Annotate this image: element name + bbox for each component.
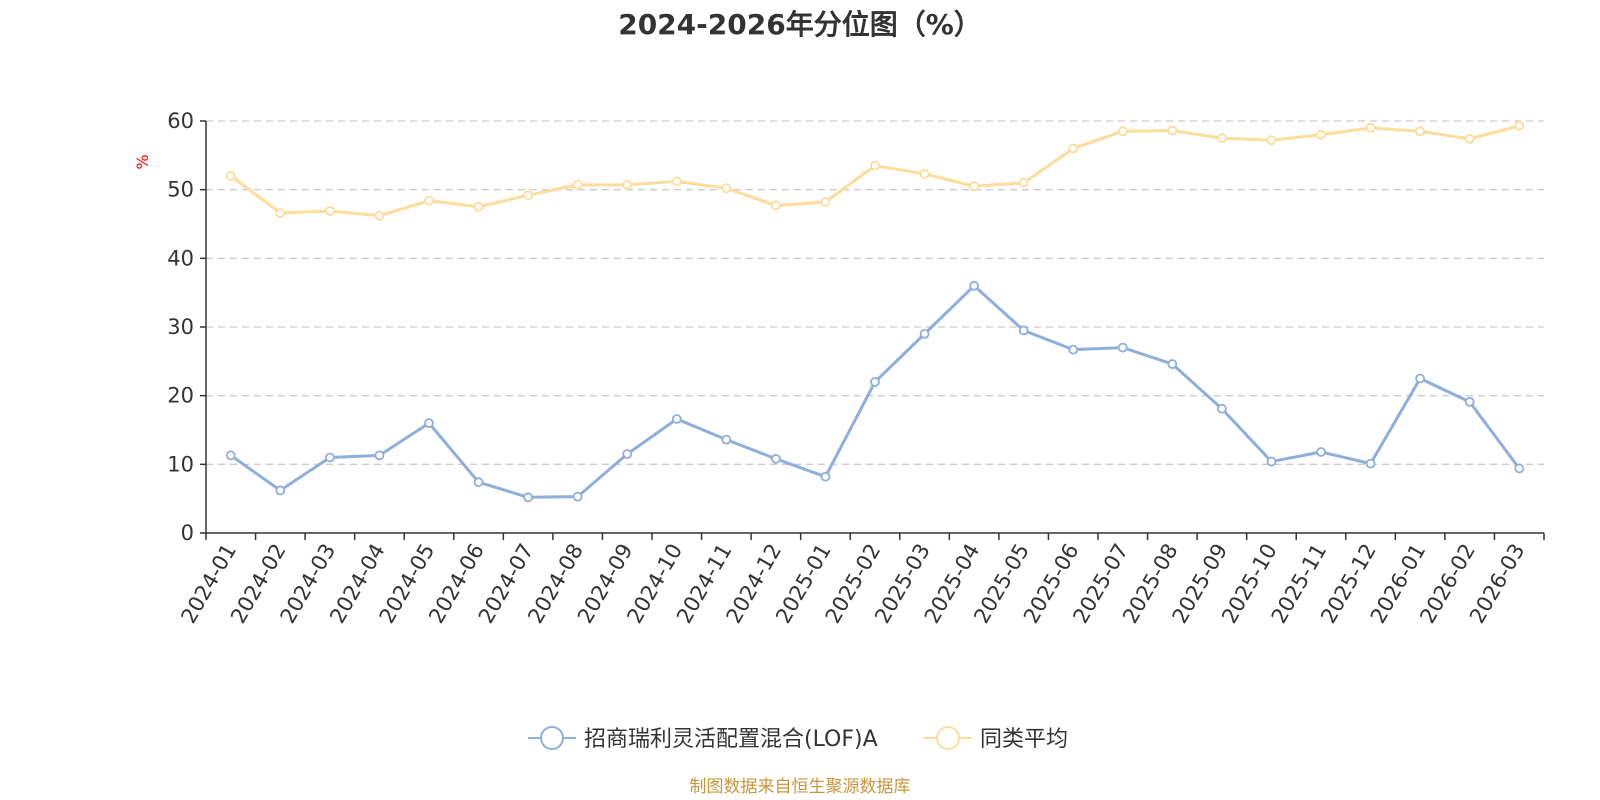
data-point[interactable]: [721, 434, 732, 445]
data-point[interactable]: [1266, 135, 1277, 146]
data-point[interactable]: [1117, 342, 1128, 353]
legend-item[interactable]: 同类平均: [924, 726, 1068, 752]
data-point[interactable]: [671, 414, 682, 424]
data-point[interactable]: [870, 160, 880, 171]
data-point[interactable]: [225, 171, 236, 181]
data-point[interactable]: [473, 477, 484, 488]
data-point[interactable]: [523, 190, 534, 201]
data-point[interactable]: [969, 280, 980, 291]
y-tick-label: 30: [167, 315, 194, 339]
data-point[interactable]: [1068, 344, 1079, 355]
data-point[interactable]: [671, 176, 682, 187]
data-point[interactable]: [424, 195, 434, 206]
data-point[interactable]: [1464, 396, 1475, 407]
data-point[interactable]: [919, 168, 930, 179]
data-point[interactable]: [1216, 133, 1227, 144]
data-point[interactable]: [1415, 126, 1426, 137]
data-point[interactable]: [1266, 456, 1277, 467]
data-point[interactable]: [1415, 373, 1426, 384]
data-point[interactable]: [572, 179, 583, 190]
y-tick-label: 50: [167, 178, 194, 202]
data-point[interactable]: [820, 197, 831, 207]
data-point[interactable]: [770, 200, 781, 211]
data-point[interactable]: [225, 450, 236, 461]
y-tick-label: 60: [167, 109, 194, 133]
series-group: [225, 120, 1525, 221]
data-point[interactable]: [1514, 463, 1525, 474]
legend-item[interactable]: 招商瑞利灵活配置混合(LOF)A: [528, 726, 878, 752]
y-tick-label: 20: [167, 384, 194, 408]
data-point[interactable]: [1316, 447, 1326, 457]
data-point[interactable]: [374, 450, 385, 461]
series-line: [229, 284, 1521, 499]
data-point[interactable]: [572, 491, 583, 502]
data-point[interactable]: [870, 377, 880, 387]
data-point[interactable]: [820, 471, 831, 482]
data-point[interactable]: [1018, 177, 1029, 188]
data-point[interactable]: [1365, 122, 1376, 133]
chart-title: 2024-2026年分位图（%）: [618, 8, 982, 41]
series-line: [229, 124, 1520, 218]
data-point[interactable]: [1068, 143, 1079, 154]
data-point[interactable]: [1365, 458, 1376, 469]
data-point[interactable]: [1018, 325, 1029, 336]
data-point[interactable]: [1216, 403, 1227, 414]
data-point[interactable]: [770, 453, 781, 464]
data-point[interactable]: [324, 452, 335, 463]
data-point[interactable]: [473, 201, 484, 212]
data-point[interactable]: [919, 328, 930, 339]
source-note: 制图数据来自恒生聚源数据库: [690, 777, 911, 797]
y-axis-unit-label: %: [133, 154, 152, 169]
axes: 01020304050602024-012024-022024-032024-0…: [167, 109, 1545, 627]
data-point[interactable]: [1167, 125, 1178, 136]
data-point[interactable]: [1117, 126, 1128, 137]
data-point[interactable]: [622, 449, 633, 459]
y-tick-label: 10: [167, 452, 194, 476]
legend-label: 同类平均: [980, 727, 1068, 752]
data-point[interactable]: [275, 485, 286, 496]
data-point[interactable]: [1514, 120, 1525, 131]
series-lines: [225, 120, 1525, 503]
data-point[interactable]: [374, 210, 385, 221]
data-point[interactable]: [969, 181, 980, 192]
data-point[interactable]: [1167, 359, 1178, 369]
legend-marker-icon: [540, 726, 564, 750]
data-point[interactable]: [523, 492, 534, 503]
data-point[interactable]: [275, 208, 286, 218]
grid-lines: [206, 120, 1544, 465]
data-point[interactable]: [1316, 129, 1326, 140]
y-tick-label: 40: [167, 246, 194, 270]
data-point[interactable]: [721, 183, 732, 194]
data-point[interactable]: [622, 179, 633, 190]
legend-label: 招商瑞利灵活配置混合(LOF)A: [584, 727, 878, 752]
y-tick-label: 0: [181, 521, 194, 545]
data-point[interactable]: [324, 206, 335, 216]
legend-marker-icon: [936, 726, 960, 750]
data-point[interactable]: [424, 418, 434, 429]
legend: 招商瑞利灵活配置混合(LOF)A 同类平均: [528, 726, 1068, 752]
series-group: [225, 280, 1525, 503]
data-point[interactable]: [1464, 133, 1475, 144]
